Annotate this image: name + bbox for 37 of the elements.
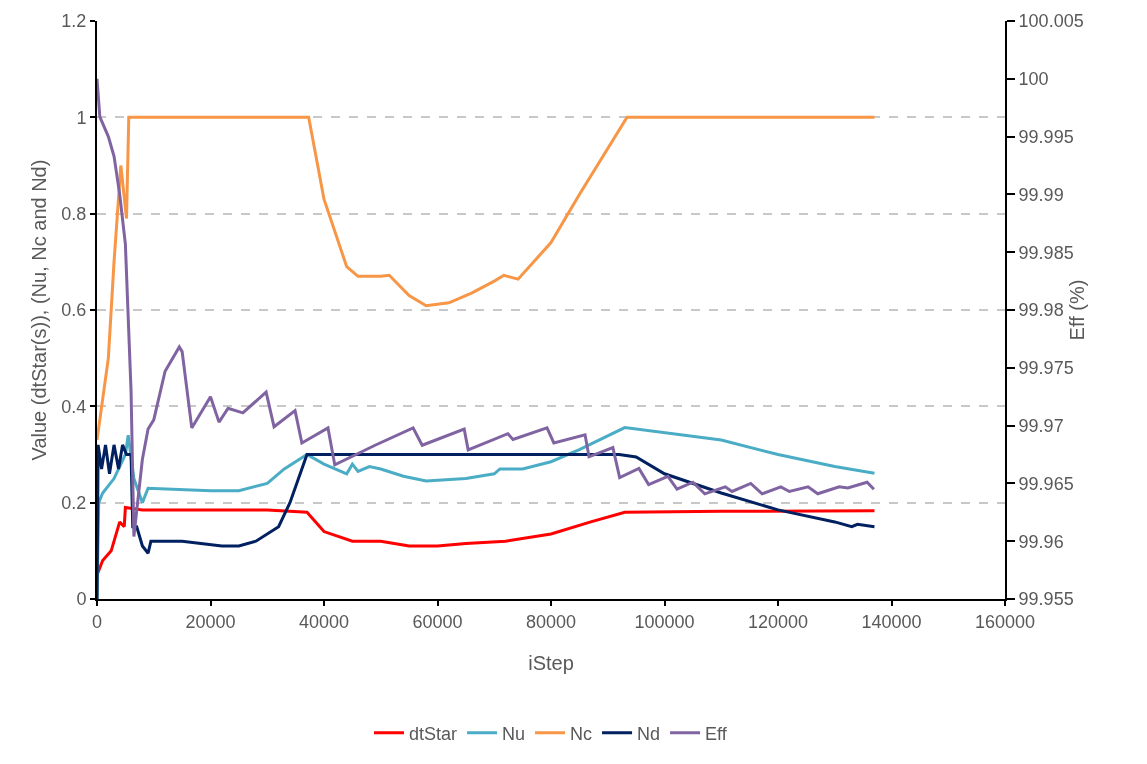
y2-tick-label: 99.98 xyxy=(1018,300,1064,321)
y2-tick-label: 99.985 xyxy=(1018,242,1074,263)
y2-tick-label: 99.975 xyxy=(1018,358,1074,379)
y-tick-label: 1.2 xyxy=(61,11,87,32)
y-tick-label: 0.4 xyxy=(61,396,87,417)
y-axis-title: Value (dtStar(s)), (Nu, Nc and Nd) xyxy=(28,159,50,461)
x-tick-label: 40000 xyxy=(298,611,350,632)
y2-tick-label: 100.005 xyxy=(1018,11,1084,32)
x-tick-label: 160000 xyxy=(974,611,1036,632)
x-axis-title: iStep xyxy=(528,652,574,674)
line-series xyxy=(97,115,876,442)
legend-label: dtStar xyxy=(409,723,458,744)
x-tick-label: 80000 xyxy=(525,611,577,632)
y2-tick-label: 99.96 xyxy=(1018,531,1064,552)
x-tick-label: 140000 xyxy=(861,611,922,632)
y-tick-label: 0.8 xyxy=(61,203,87,224)
legend-label: Nd xyxy=(637,723,661,744)
x-tick-label: 20000 xyxy=(185,611,236,632)
legend-label: Eff xyxy=(705,723,728,744)
x-tick-label: 100000 xyxy=(634,611,695,632)
y-tick-label: 0.6 xyxy=(61,300,87,321)
y2-tick-label: 100 xyxy=(1018,69,1049,90)
x-tick-label: 120000 xyxy=(747,611,809,632)
y-tick-label: 1 xyxy=(76,107,87,128)
legend-label: Nc xyxy=(570,723,593,744)
x-tick-label: 60000 xyxy=(412,611,463,632)
y2-tick-label: 99.965 xyxy=(1018,473,1074,494)
line-series xyxy=(97,77,876,539)
y2-tick-label: 99.97 xyxy=(1018,415,1064,436)
y-tick-label: 0.2 xyxy=(61,492,87,513)
legend-label: Nu xyxy=(502,723,526,744)
y-tick-label: 0 xyxy=(76,589,87,610)
y2-tick-label: 99.995 xyxy=(1018,126,1074,147)
y2-tick-label: 99.99 xyxy=(1018,184,1064,205)
y2-axis-title: Eff (%) xyxy=(1065,279,1088,341)
y2-tick-label: 99.955 xyxy=(1018,589,1074,610)
x-tick-label: 0 xyxy=(91,611,103,632)
